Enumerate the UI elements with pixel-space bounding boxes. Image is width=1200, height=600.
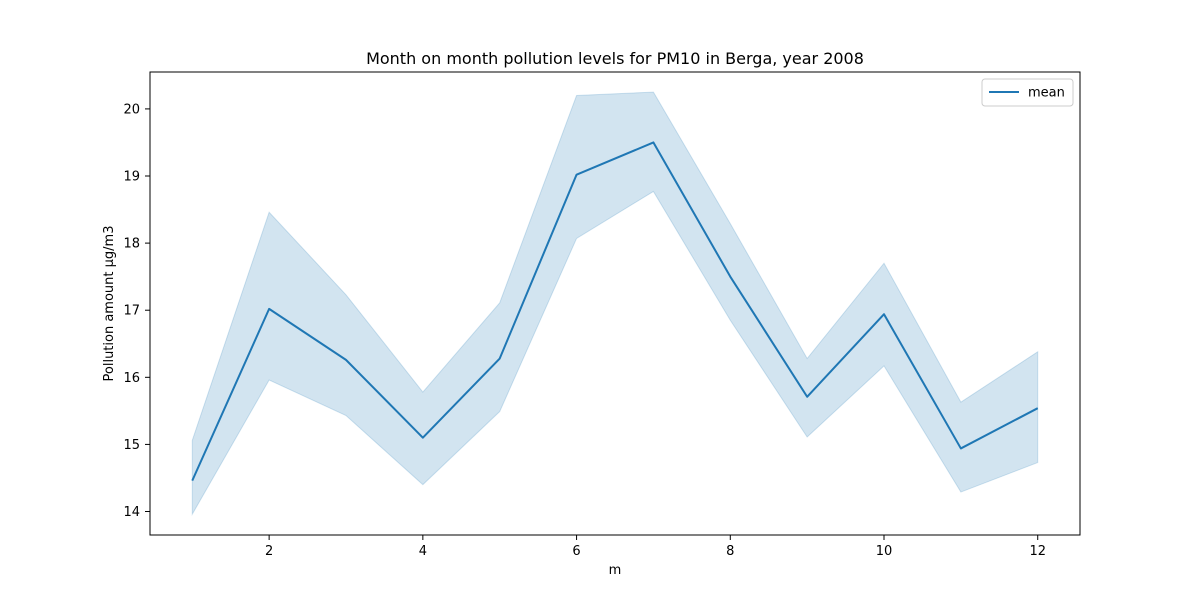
y-axis-label: Pollution amount µg/m3: [102, 226, 117, 382]
x-tick-label: 6: [572, 544, 580, 559]
y-tick-label: 20: [123, 102, 140, 117]
legend: mean: [981, 78, 1074, 107]
y-tick-label: 15: [123, 438, 140, 453]
x-axis-label: m: [609, 563, 622, 578]
chart-title: Month on month pollution levels for PM10…: [366, 49, 864, 68]
y-tick-label: 19: [123, 170, 140, 185]
legend-box: [981, 78, 1074, 107]
legend-label-mean: mean: [1028, 86, 1065, 101]
y-tick-label: 14: [123, 505, 140, 520]
x-tick-label: 2: [265, 544, 273, 559]
x-tick-label: 12: [1029, 544, 1046, 559]
confidence-band-mean: [191, 91, 1039, 517]
y-tick-label: 18: [123, 237, 140, 252]
series-line-mean: [191, 141, 1039, 482]
x-axis-ticks: 2 4 6 8 10 12: [265, 535, 1046, 559]
plot-area: [191, 91, 1039, 517]
y-tick-label: 16: [123, 371, 140, 386]
y-axis-ticks: 14 15 16 17 18 19 20: [123, 102, 150, 520]
x-tick-label: 4: [419, 544, 427, 559]
x-tick-label: 8: [726, 544, 734, 559]
y-tick-label: 17: [123, 304, 140, 319]
x-tick-label: 10: [876, 544, 893, 559]
axes-frame: [149, 71, 1081, 536]
